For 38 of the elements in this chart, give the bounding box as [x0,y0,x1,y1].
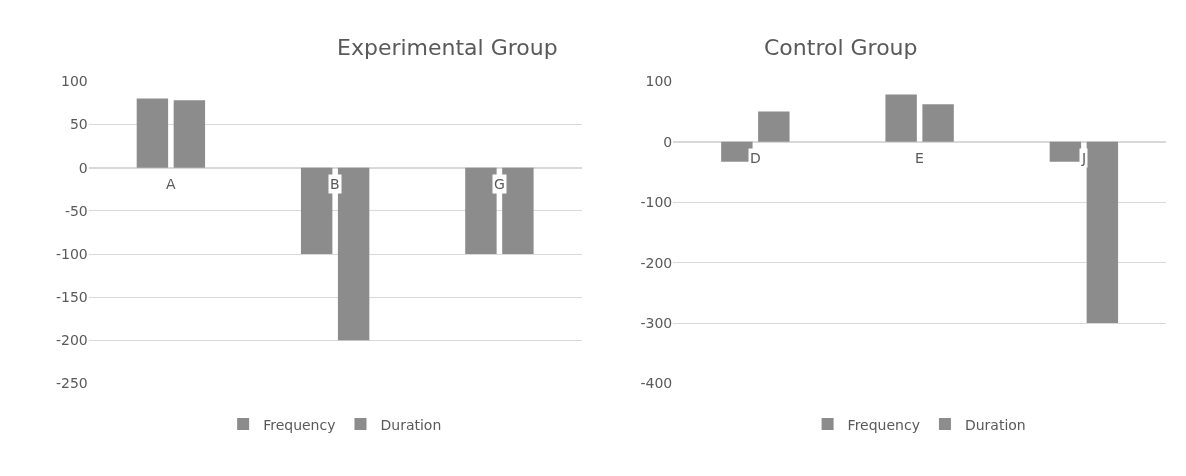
y-tick-label: -100 [640,194,673,211]
y-tick-label: 0 [78,159,88,176]
y-tick-label: 100 [61,73,88,90]
y-tick-label: 100 [645,73,673,90]
y-tick-label: -400 [640,375,673,392]
bar [922,104,954,142]
chart-title: Control Group [764,35,918,60]
y-tick-label: -50 [64,202,88,219]
x-tick-label: J [1081,150,1087,166]
legend-label: Duration [964,416,1026,433]
y-tick-label: -300 [640,315,673,331]
y-tick-label: 0 [663,133,673,150]
y-tick-label: -100 [55,245,88,262]
y-tick-label: 50 [69,116,88,133]
y-tick-label: -200 [55,332,88,349]
chart-title: Experimental Group [337,35,558,60]
bar [758,111,790,142]
bar [721,141,753,162]
bar [1086,141,1119,324]
x-tick-label: E [915,150,924,166]
x-tick-label: B [330,176,340,192]
bar [337,167,370,341]
bar [465,167,497,255]
bar [885,94,917,142]
x-tick-label: D [750,150,761,166]
bar [300,167,333,255]
y-tick-label: -200 [640,254,673,271]
legend-label: Frequency [847,416,920,433]
bar [173,100,206,168]
y-tick-label: -150 [55,289,88,306]
legend-label: Frequency [263,416,336,433]
y-tick-label: -250 [55,375,88,392]
x-tick-label: A [166,176,176,192]
bar [136,98,169,168]
bar [1049,141,1082,162]
bar [502,167,534,255]
legend-label: Duration [380,416,442,433]
x-tick-label: G [494,176,505,192]
